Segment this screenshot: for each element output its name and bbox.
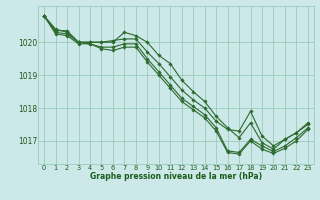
- X-axis label: Graphe pression niveau de la mer (hPa): Graphe pression niveau de la mer (hPa): [90, 172, 262, 181]
